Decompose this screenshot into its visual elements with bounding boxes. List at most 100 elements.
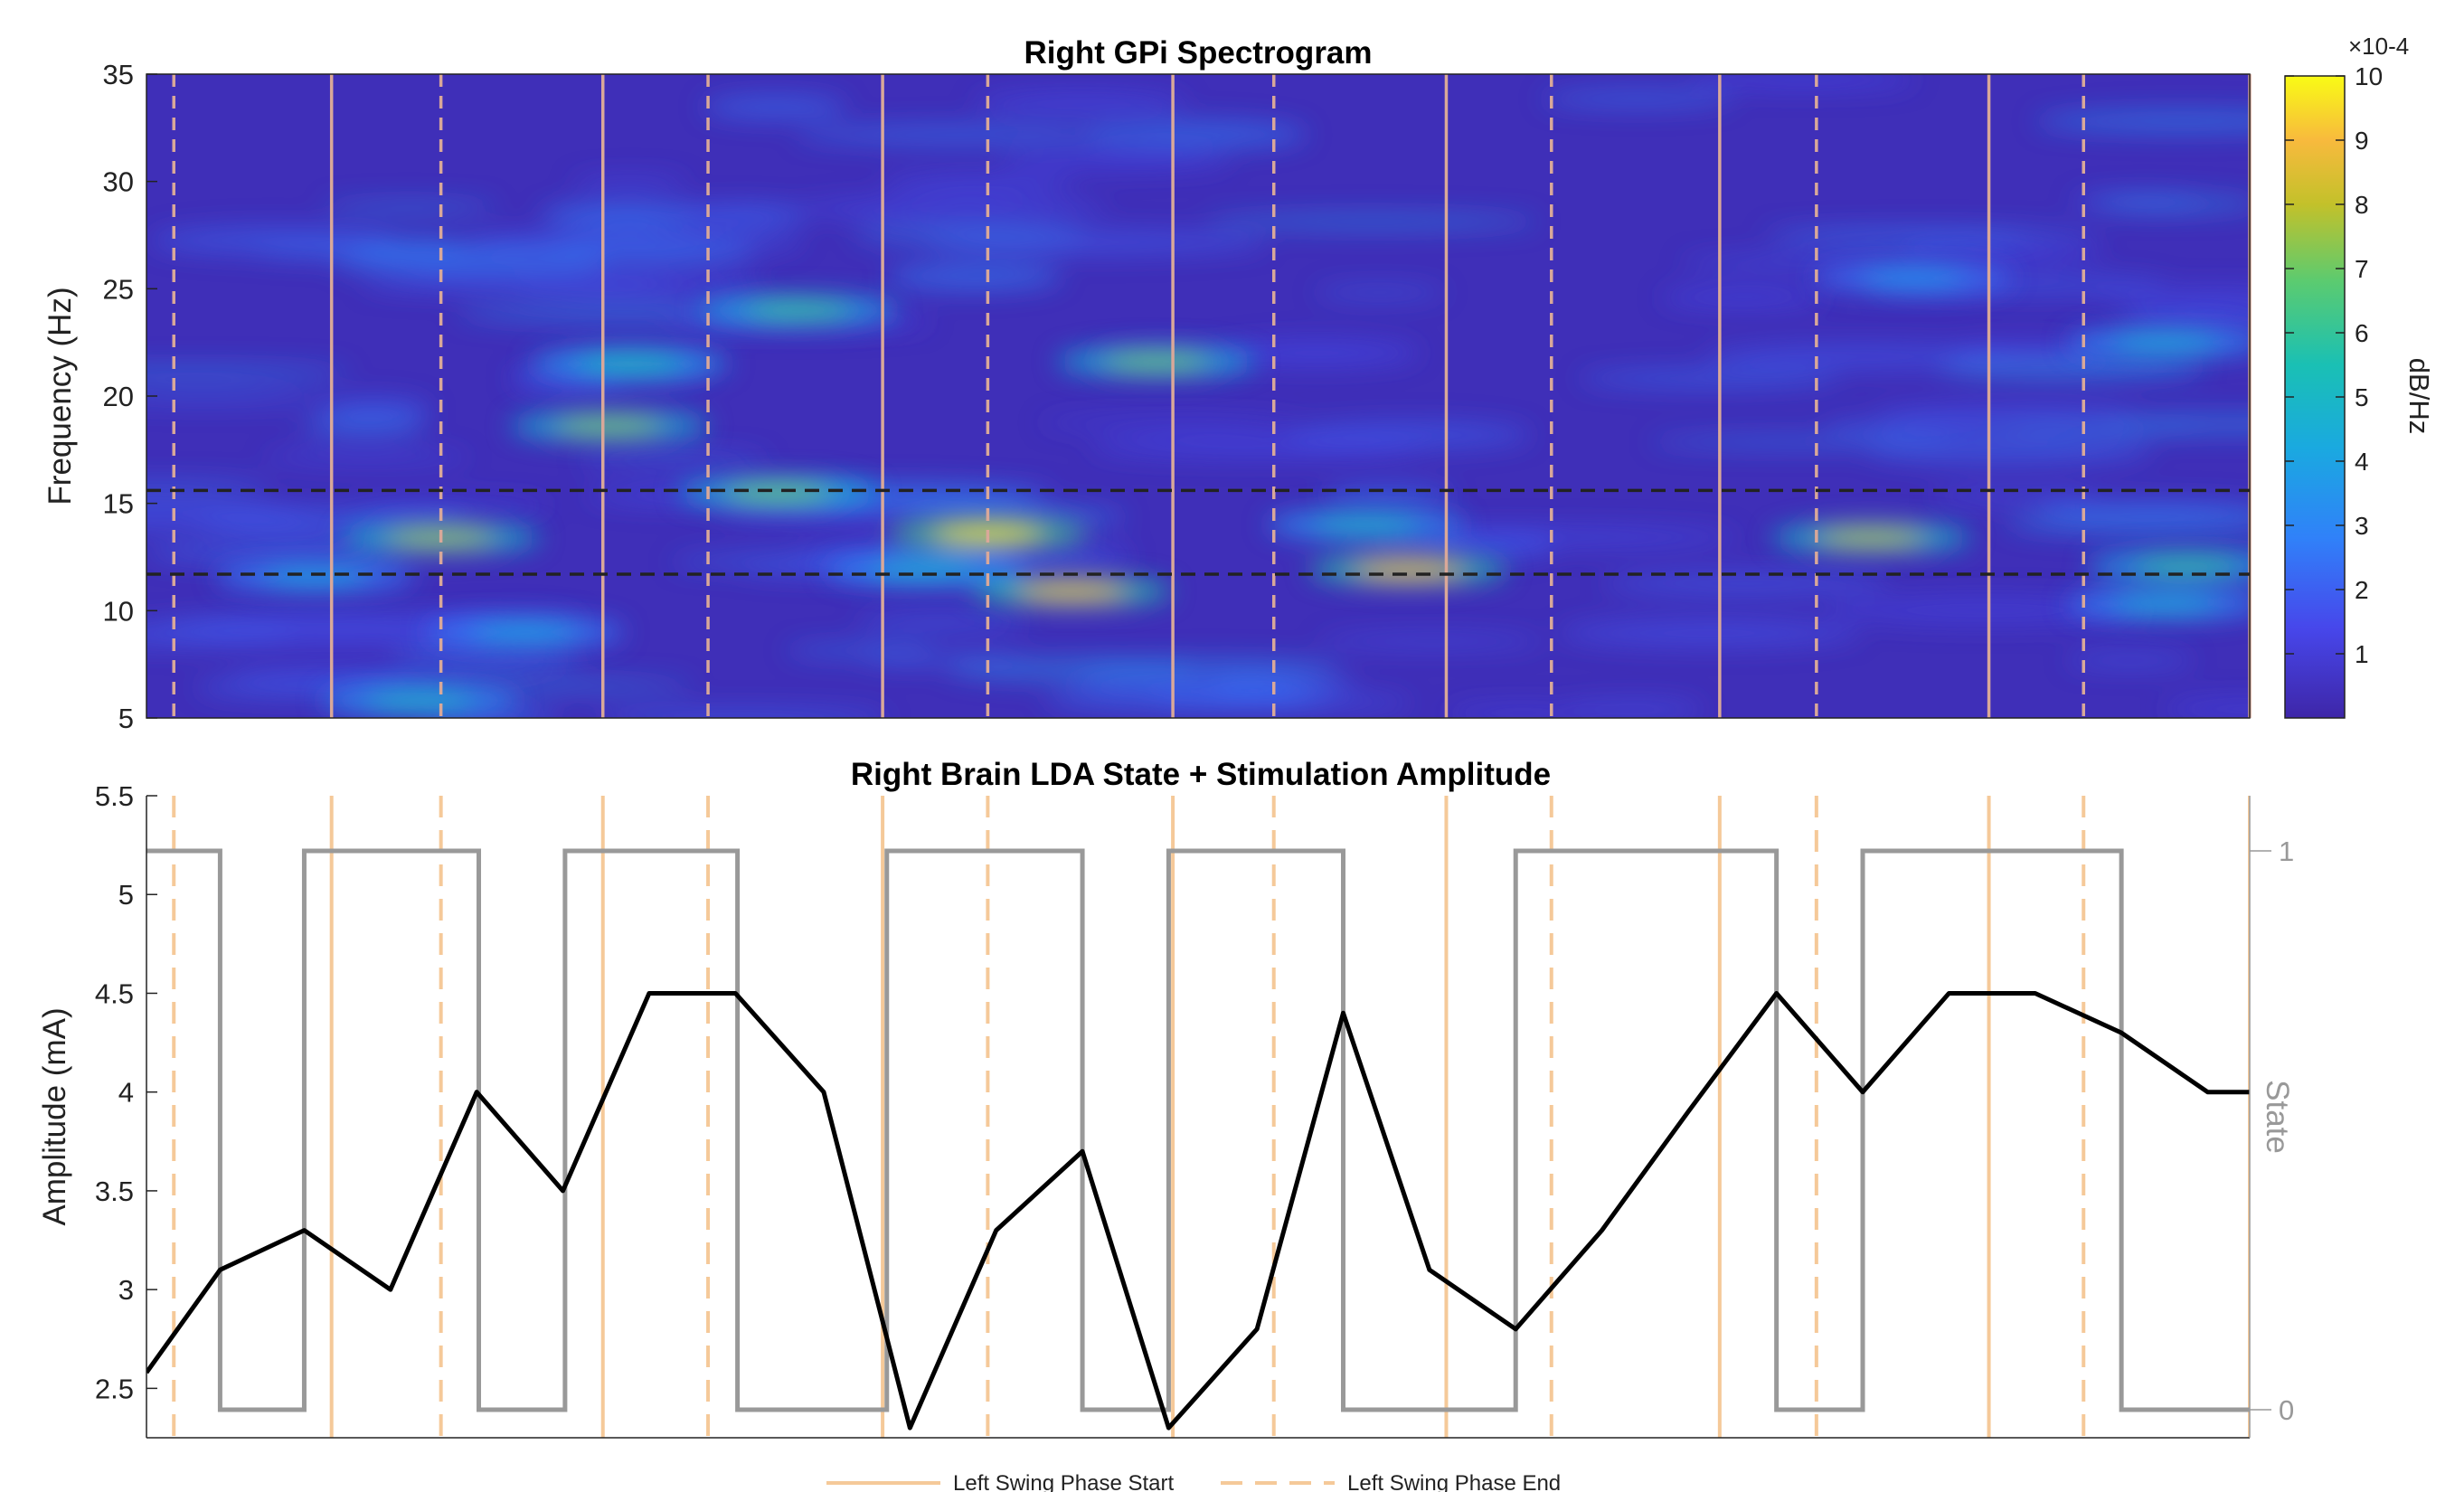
spectrogram-band <box>1822 420 1998 436</box>
legend: Left Swing Phase Start Left Swing Phase … <box>826 1471 1561 1492</box>
spectrogram-band <box>973 92 1188 114</box>
spectrogram-band <box>798 198 1109 220</box>
colorbar-tick-label: 5 <box>2355 383 2369 411</box>
spectrogram-y-tick-label: 30 <box>103 166 134 198</box>
spectrogram-y-tick-label: 35 <box>103 59 134 90</box>
spectrogram-band <box>146 479 272 493</box>
spectrogram-band <box>1875 405 2137 424</box>
lda-state-label: State <box>2260 1080 2295 1154</box>
spectrogram-band <box>880 174 1076 194</box>
colorbar-tick-label: 3 <box>2355 512 2369 540</box>
spectrogram-band <box>360 275 671 293</box>
lda-state-tick-label: 0 <box>2279 1394 2294 1426</box>
lda-series <box>146 848 2250 1431</box>
spectrogram-hotspot <box>554 418 664 435</box>
lda-swing-lines <box>172 796 2250 1438</box>
spectrogram-band <box>546 240 756 267</box>
spectrogram-band <box>1317 635 1546 648</box>
spectrogram-band <box>2094 195 2250 212</box>
colorbar-tick-label: 10 <box>2355 62 2383 90</box>
spectrogram-band <box>539 203 700 228</box>
spectrogram-band <box>886 262 1062 291</box>
spectrogram-band <box>390 647 582 667</box>
spectrogram-y-tick-label: 20 <box>103 381 134 412</box>
spectrogram-band <box>1930 490 2101 503</box>
spectrogram-band <box>1688 74 1917 90</box>
lda-y-ticks: 2.5 3 3.5 4 4.5 5 5.5 <box>95 780 157 1404</box>
spectrogram-band <box>300 417 427 436</box>
spectrogram-band <box>1213 339 1421 366</box>
lda-axes <box>146 796 2251 1439</box>
spectrogram-band <box>1602 572 1890 594</box>
colorbar <box>2284 75 2346 719</box>
legend-label-end: Left Swing Phase End <box>1347 1471 1561 1492</box>
spectrogram-hotspot <box>1312 516 1421 534</box>
spectrogram-band <box>1901 243 2104 263</box>
colorbar-exponent: ×10-4 <box>2348 33 2409 60</box>
colorbar-label: dB/Hz <box>2403 358 2435 434</box>
colorbar-tick-label: 7 <box>2355 255 2369 283</box>
spectrogram-band <box>2163 698 2250 718</box>
colorbar-tick-label: 6 <box>2355 319 2369 347</box>
colorbar-ticks: 1 2 3 4 5 6 7 8 9 10 <box>2285 62 2383 668</box>
spectrogram-band <box>997 151 1232 170</box>
spectrogram-band <box>263 451 471 464</box>
lda-y-tick-label: 5.5 <box>95 780 134 812</box>
spectrogram-band <box>1824 596 2147 625</box>
spectrogram-band <box>360 499 552 513</box>
spectrogram-title: Right GPi Spectrogram <box>1024 35 1372 71</box>
spectrogram-band <box>1038 416 1304 430</box>
spectrogram-band <box>1648 435 1951 449</box>
spectrogram-band <box>571 176 689 190</box>
spectrogram-y-tick-label: 15 <box>103 488 134 520</box>
spectrogram-band <box>2004 510 2250 534</box>
spectrogram-band <box>146 365 352 380</box>
lda-title: Right Brain LDA State + Stimulation Ampl… <box>851 757 1551 792</box>
spectrogram-hotspot <box>2132 557 2242 574</box>
lda-y-tick-label: 4 <box>118 1077 134 1109</box>
spectrogram-y-ticks: 5 10 15 20 25 30 35 <box>103 59 157 734</box>
lda-y-tick-label: 4.5 <box>95 977 134 1009</box>
spectrogram-band <box>1426 532 1555 560</box>
spectrogram-band <box>321 201 498 213</box>
spectrogram-band <box>1557 619 1861 647</box>
spectrogram-band <box>1314 287 1447 298</box>
beta-band-dashed-lines <box>146 488 2250 576</box>
spectrogram-y-tick-label: 10 <box>103 595 134 627</box>
spectrogram-band <box>1083 119 1308 149</box>
spectrogram-band <box>146 392 332 404</box>
spectrogram-hotspot <box>2110 596 2220 613</box>
spectrogram-hotspot <box>1017 582 1127 600</box>
spectrogram-band <box>2034 109 2250 133</box>
spectrogram-band <box>1043 687 1331 712</box>
spectrogram-plot-area <box>146 74 2250 718</box>
amplitude-line <box>146 990 2250 1431</box>
spectrogram-y-tick-label: 5 <box>118 703 134 734</box>
spectrogram-band <box>1089 435 1426 458</box>
spectrogram-band <box>855 614 1028 630</box>
spectrogram-band <box>1704 344 2017 369</box>
spectrogram-band <box>852 225 1088 244</box>
lda-y-tick-label: 2.5 <box>95 1373 134 1404</box>
spectrogram-band <box>146 621 296 647</box>
lda-y-tick-label: 3.5 <box>95 1176 134 1207</box>
spectrogram-hotspot <box>1817 529 1926 546</box>
spectrogram-band <box>1980 421 2202 435</box>
spectrogram-hotspot <box>260 568 370 585</box>
spectrogram-hotspot <box>470 624 580 641</box>
spectrogram-hotspot <box>1858 269 1968 287</box>
spectrogram-hotspot <box>365 693 475 710</box>
colorbar-tick-label: 9 <box>2355 127 2369 155</box>
lda-y-label: Amplitude (mA) <box>37 1007 72 1225</box>
spectrogram-band <box>1322 486 1454 505</box>
colorbar-tick-label: 2 <box>2355 576 2369 604</box>
spectrogram-band <box>1204 213 1540 230</box>
spectrogram-band <box>1445 704 1600 718</box>
spectrogram-band <box>251 243 605 260</box>
spectrogram-band <box>702 95 847 119</box>
spectrogram-band <box>2065 653 2195 667</box>
spectrogram-band <box>1541 90 1734 108</box>
spectrogram-band <box>146 500 310 530</box>
spectrogram-band <box>228 668 414 680</box>
